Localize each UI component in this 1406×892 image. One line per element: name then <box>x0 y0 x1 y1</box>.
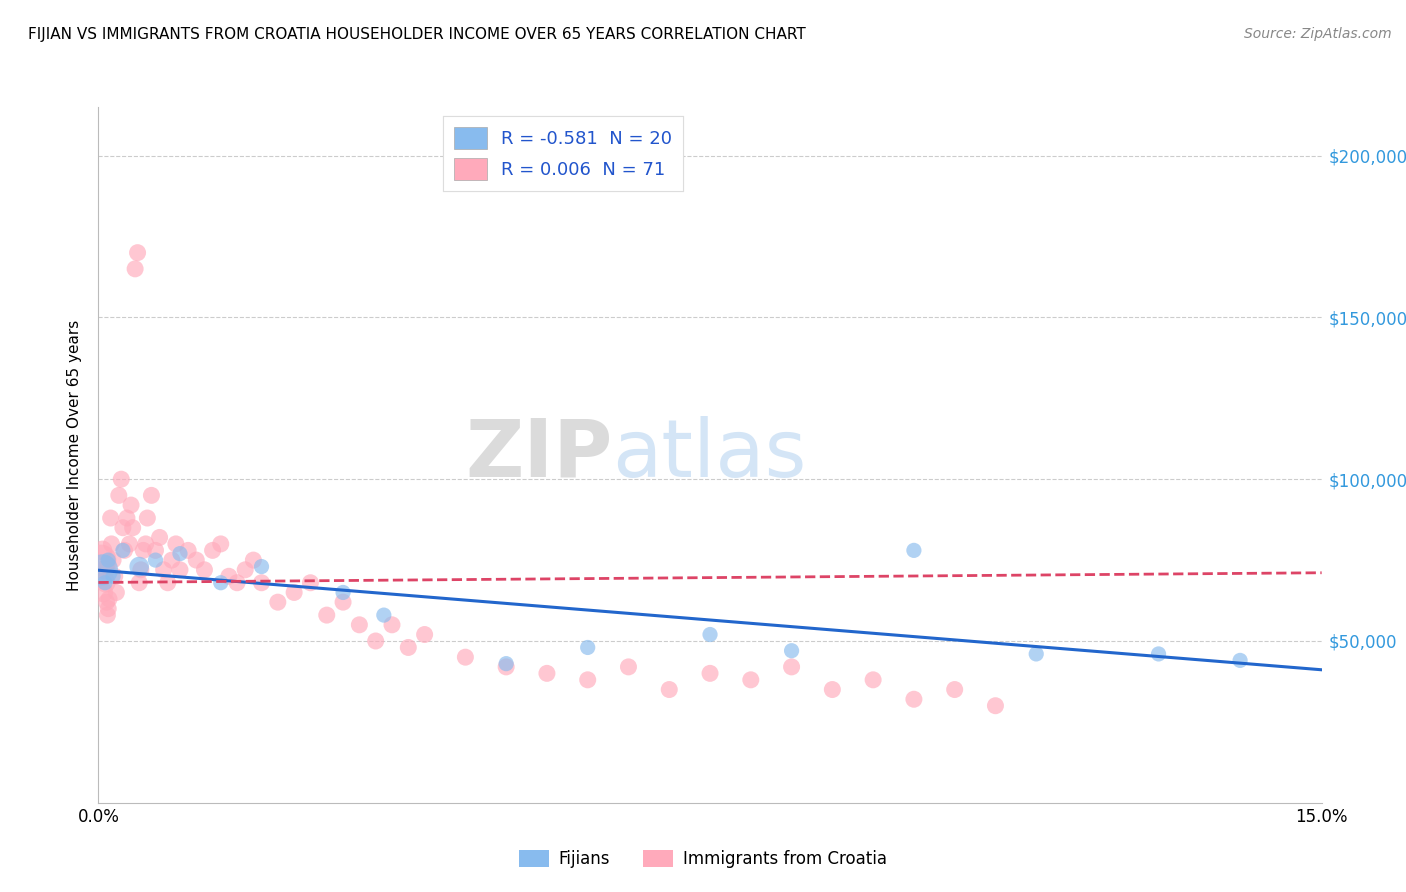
Point <box>454 650 477 665</box>
Point <box>536 666 558 681</box>
Point <box>396 640 419 655</box>
Point <box>283 585 305 599</box>
Point <box>250 559 273 574</box>
Point <box>821 682 844 697</box>
Point <box>101 553 124 567</box>
Point <box>136 511 159 525</box>
Point <box>242 553 264 567</box>
Point <box>250 575 273 590</box>
Point <box>943 682 966 697</box>
Point <box>94 563 117 577</box>
Point <box>1147 647 1170 661</box>
Point <box>373 608 395 623</box>
Point <box>101 569 124 583</box>
Point <box>94 575 117 590</box>
Point <box>984 698 1007 713</box>
Point <box>780 660 803 674</box>
Point <box>149 531 172 545</box>
Legend: R = -0.581  N = 20, R = 0.006  N = 71: R = -0.581 N = 20, R = 0.006 N = 71 <box>443 116 683 191</box>
Point <box>1025 647 1047 661</box>
Point <box>115 511 138 525</box>
Point <box>201 543 224 558</box>
Point <box>780 643 803 657</box>
Point <box>145 553 167 567</box>
Point <box>862 673 884 687</box>
Point <box>145 543 167 558</box>
Point <box>156 575 179 590</box>
Point <box>495 660 517 674</box>
Point <box>110 472 132 486</box>
Point <box>132 543 155 558</box>
Point <box>218 569 240 583</box>
Text: ZIP: ZIP <box>465 416 612 494</box>
Point <box>96 595 118 609</box>
Text: Source: ZipAtlas.com: Source: ZipAtlas.com <box>1244 27 1392 41</box>
Point <box>658 682 681 697</box>
Point <box>699 627 721 641</box>
Point <box>91 563 114 577</box>
Point <box>97 553 120 567</box>
Point <box>121 521 143 535</box>
Point <box>193 563 215 577</box>
Point <box>114 543 136 558</box>
Point <box>100 537 122 551</box>
Point <box>97 601 120 615</box>
Point <box>127 245 149 260</box>
Point <box>617 660 640 674</box>
Point <box>135 537 157 551</box>
Point <box>105 585 128 599</box>
Point <box>332 585 354 599</box>
Point <box>186 553 208 567</box>
Point <box>124 261 146 276</box>
Point <box>332 595 354 609</box>
Point <box>152 563 174 577</box>
Point <box>699 666 721 681</box>
Point <box>576 640 599 655</box>
Point <box>129 563 152 577</box>
Point <box>128 575 150 590</box>
Legend: Fijians, Immigrants from Croatia: Fijians, Immigrants from Croatia <box>512 843 894 875</box>
Point <box>108 488 131 502</box>
Point <box>299 575 322 590</box>
Point <box>381 617 404 632</box>
Y-axis label: Householder Income Over 65 years: Householder Income Over 65 years <box>67 319 83 591</box>
Point <box>141 488 163 502</box>
Point <box>903 692 925 706</box>
Point <box>104 569 127 583</box>
Point <box>177 543 200 558</box>
Point <box>226 575 249 590</box>
Point <box>98 591 121 606</box>
Point <box>413 627 436 641</box>
Point <box>349 617 371 632</box>
Point <box>91 585 114 599</box>
Point <box>315 608 337 623</box>
Point <box>169 563 191 577</box>
Point <box>364 634 387 648</box>
Point <box>267 595 290 609</box>
Point <box>209 537 232 551</box>
Point <box>120 498 142 512</box>
Point <box>169 547 191 561</box>
Point <box>165 537 187 551</box>
Point <box>94 575 117 590</box>
Point <box>111 521 134 535</box>
Point <box>96 608 118 623</box>
Point <box>118 537 141 551</box>
Point <box>495 657 517 671</box>
Text: atlas: atlas <box>612 416 807 494</box>
Point <box>128 559 150 574</box>
Point <box>111 543 134 558</box>
Text: FIJIAN VS IMMIGRANTS FROM CROATIA HOUSEHOLDER INCOME OVER 65 YEARS CORRELATION C: FIJIAN VS IMMIGRANTS FROM CROATIA HOUSEH… <box>28 27 806 42</box>
Point <box>1229 653 1251 667</box>
Point <box>90 553 112 567</box>
Point <box>233 563 256 577</box>
Point <box>100 511 122 525</box>
Point <box>740 673 762 687</box>
Point <box>903 543 925 558</box>
Point <box>160 553 183 567</box>
Point <box>209 575 232 590</box>
Point <box>576 673 599 687</box>
Point <box>91 543 114 558</box>
